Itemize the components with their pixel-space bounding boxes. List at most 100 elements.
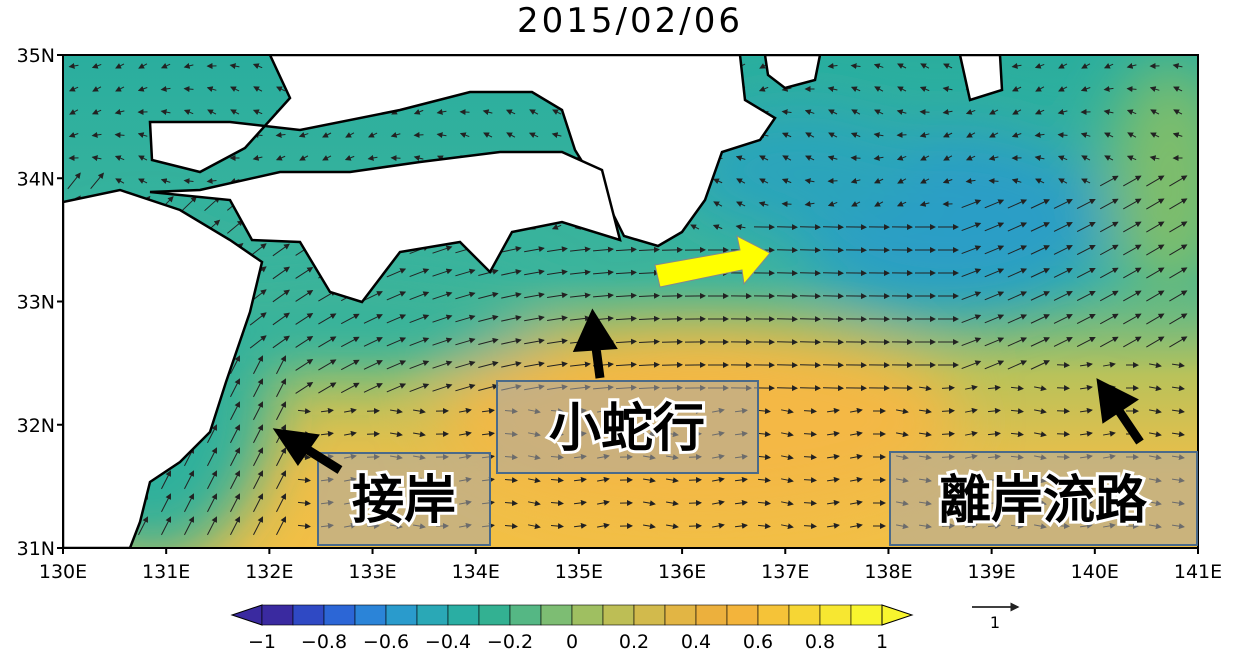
vector (114, 155, 125, 161)
map-title: 2015/02/06 (517, 1, 743, 41)
lat-label: 34N (17, 168, 55, 190)
vector (115, 63, 125, 69)
vector (206, 177, 217, 184)
vector (1030, 360, 1050, 370)
vector (481, 430, 495, 437)
colorbar-end (230, 604, 263, 626)
vector (757, 477, 771, 484)
vector (987, 407, 1001, 414)
vector (1146, 267, 1165, 279)
vector (1034, 63, 1045, 69)
vector (528, 132, 539, 138)
vector (570, 246, 591, 253)
vector (386, 383, 407, 393)
vector (455, 314, 476, 323)
vector (551, 132, 562, 139)
vector (803, 408, 817, 415)
vector (873, 154, 884, 161)
vector (1007, 314, 1028, 324)
vector (941, 430, 955, 437)
vector (918, 385, 932, 392)
vector (965, 177, 976, 184)
vector (1146, 336, 1165, 348)
vector (1149, 431, 1162, 438)
vector (252, 154, 263, 161)
vector (1007, 291, 1028, 301)
vector (1080, 86, 1091, 92)
vector (295, 289, 314, 302)
vector (340, 313, 360, 325)
vector (160, 109, 171, 116)
vector (1034, 109, 1045, 115)
vector (340, 336, 360, 348)
vector (665, 523, 679, 530)
vector (344, 430, 357, 437)
vector (984, 268, 1005, 278)
vector (478, 314, 499, 322)
vector (1057, 155, 1068, 161)
vector (942, 132, 953, 138)
vector (253, 447, 263, 467)
vector (665, 477, 679, 484)
vector (827, 86, 838, 93)
vector (137, 132, 148, 139)
colorbar: −1 −0.8 −0.6 −0.4 −0.2 0 0.2 0.4 0.6 0.8 1 (230, 604, 914, 653)
vector (1123, 221, 1142, 233)
vector (409, 383, 430, 393)
vector (501, 361, 522, 368)
vector (712, 476, 725, 483)
vector (1053, 291, 1073, 301)
annotation-box (496, 380, 759, 474)
vector (781, 431, 794, 438)
lon-label: 134E (452, 561, 500, 583)
vector (115, 86, 125, 92)
vector (757, 408, 771, 415)
vector (943, 63, 953, 69)
vector (230, 470, 240, 490)
vector (138, 178, 148, 184)
colorbar-label: −0.8 (301, 631, 347, 653)
vector (1150, 132, 1160, 138)
vector (712, 522, 725, 529)
vector (344, 407, 357, 414)
vector (661, 338, 683, 345)
vector (1146, 175, 1165, 187)
vector (1034, 385, 1047, 392)
vector (184, 516, 194, 536)
vector (68, 132, 79, 138)
vector (661, 361, 683, 368)
vector (276, 447, 286, 467)
vector (984, 222, 1005, 232)
vector (1173, 109, 1183, 115)
vector (826, 476, 840, 483)
vector (478, 383, 499, 391)
vector (873, 132, 884, 139)
vector (961, 245, 982, 255)
vector (615, 269, 637, 276)
vector (826, 453, 840, 460)
vector (826, 430, 840, 437)
vector (1169, 313, 1188, 325)
vector (506, 132, 516, 138)
vector (253, 401, 263, 421)
vector (781, 408, 794, 415)
lon-label: 140E (1071, 561, 1119, 583)
vector (478, 268, 499, 276)
vector (850, 453, 863, 460)
vector (318, 336, 337, 348)
vector (524, 361, 545, 368)
vector (828, 109, 838, 115)
vector (989, 132, 999, 138)
vector (850, 499, 863, 506)
vector (570, 361, 591, 368)
colorbar-label: 1 (876, 631, 888, 653)
vector (805, 132, 815, 138)
vector (386, 268, 407, 278)
vector (781, 500, 794, 507)
vector (459, 430, 472, 437)
vector (1007, 337, 1028, 347)
vector (363, 314, 383, 324)
vector (828, 132, 838, 138)
vector (183, 178, 194, 185)
colorbar-label: −0.6 (363, 631, 409, 653)
